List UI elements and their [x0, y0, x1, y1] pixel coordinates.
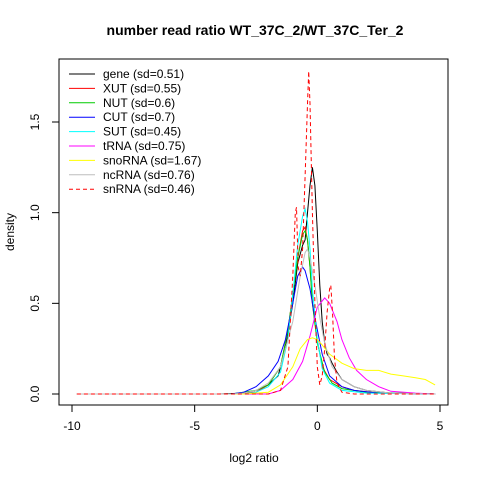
- series-line-7: [76, 247, 436, 395]
- legend: gene (sd=0.51)XUT (sd=0.55)NUT (sd=0.6)C…: [69, 67, 201, 196]
- series-layer: [76, 71, 436, 395]
- legend-entry: NUT (sd=0.6): [103, 96, 175, 110]
- series-line-2: [76, 229, 436, 395]
- y-tick-label: 0.0: [28, 385, 42, 402]
- series-line-3: [76, 266, 436, 395]
- series-line-5: [76, 297, 436, 395]
- y-tick-label: 1.0: [28, 204, 42, 221]
- x-tick-label: -10: [63, 419, 81, 433]
- y-tick-label: 0.5: [28, 295, 42, 312]
- y-tick-label: 1.5: [28, 113, 42, 130]
- x-tick-label: 0: [314, 419, 321, 433]
- x-axis-label: log2 ratio: [229, 451, 279, 465]
- legend-entry: snRNA (sd=0.46): [103, 182, 195, 196]
- legend-entry: XUT (sd=0.55): [103, 81, 181, 95]
- legend-entry: SUT (sd=0.45): [103, 125, 181, 139]
- legend-entry: tRNA (sd=0.75): [103, 139, 185, 153]
- series-line-6: [76, 337, 436, 395]
- series-line-1: [76, 225, 436, 395]
- x-tick-label: 5: [437, 419, 444, 433]
- x-axis: -10 -5 0 5: [63, 404, 444, 433]
- legend-entry: snoRNA (sd=1.67): [103, 153, 201, 167]
- legend-entry: gene (sd=0.51): [103, 67, 184, 81]
- legend-entry: CUT (sd=0.7): [103, 110, 175, 124]
- x-tick-label: -5: [189, 419, 200, 433]
- legend-entry: ncRNA (sd=0.76): [103, 168, 195, 182]
- series-line-4: [76, 207, 436, 395]
- chart-title: number read ratio WT_37C_2/WT_37C_Ter_2: [107, 22, 404, 38]
- y-axis: 0.0 0.5 1.0 1.5: [28, 113, 60, 402]
- y-axis-label: density: [3, 213, 17, 251]
- series-line-0: [76, 167, 436, 395]
